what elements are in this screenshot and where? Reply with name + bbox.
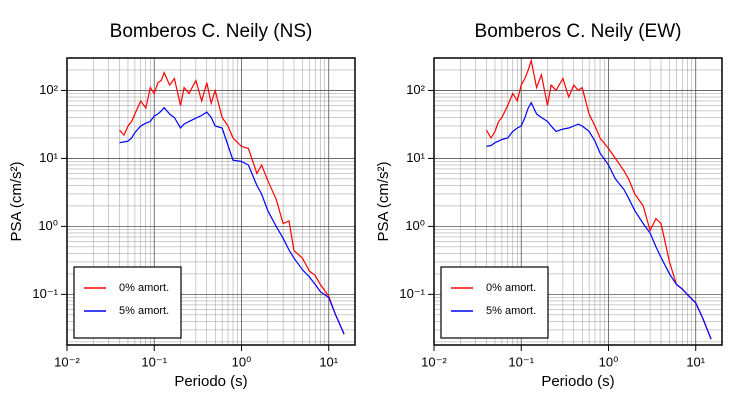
y-tick-label: 10¹	[406, 150, 425, 165]
chart-panel: 10⁻² 10⁻¹ 10⁰ 10¹ 10⁻¹ 10⁰ 10¹ 10² Bomberos C. N…	[375, 21, 723, 390]
data-line	[486, 101, 712, 340]
y-tick-label: 10¹	[39, 150, 58, 165]
x-tick-label: 10⁻¹	[508, 354, 534, 369]
x-axis-label: Periodo (s)	[541, 373, 614, 390]
y-tick-label: 10⁰	[405, 218, 425, 233]
legend-label: 0% amort.	[119, 282, 169, 294]
y-tick-label: 10²	[406, 82, 425, 97]
chart-title: Bomberos C. Neily (EW)	[475, 21, 682, 42]
legend-label: 0% amort.	[486, 282, 536, 294]
legend-label: 5% amort.	[486, 305, 536, 317]
y-tick-label: 10⁻¹	[399, 286, 425, 301]
y-axis-label: PSA (cm/s²)	[8, 161, 25, 241]
data-line	[119, 106, 345, 335]
y-tick-label: 10⁻¹	[32, 286, 58, 301]
x-axis-label: Periodo (s)	[174, 373, 247, 390]
data-line	[485, 58, 712, 340]
x-tick-label: 10⁰	[599, 354, 619, 369]
x-tick-label: 10¹	[686, 354, 705, 369]
y-tick-label: 10⁰	[38, 218, 58, 233]
plot-frame	[433, 57, 723, 346]
x-tick-label: 10⁻²	[54, 354, 80, 369]
chart-panel: 10⁻² 10⁻¹ 10⁰ 10¹ 10⁻¹ 10⁰ 10¹ 10² Bomberos C. N…	[8, 21, 356, 390]
x-tick-label: 10⁻¹	[141, 354, 167, 369]
x-tick-label: 10⁰	[232, 354, 252, 369]
y-axis-label: PSA (cm/s²)	[375, 161, 392, 241]
chart-title: Bomberos C. Neily (NS)	[110, 21, 313, 42]
legend-label: 5% amort.	[119, 305, 169, 317]
legend-box	[440, 266, 549, 339]
x-tick-label: 10¹	[319, 354, 338, 369]
data-line	[119, 71, 345, 335]
y-tick-label: 10²	[39, 82, 58, 97]
x-tick-label: 10⁻²	[421, 354, 447, 369]
plot-frame	[66, 57, 356, 346]
legend-box	[73, 266, 182, 339]
